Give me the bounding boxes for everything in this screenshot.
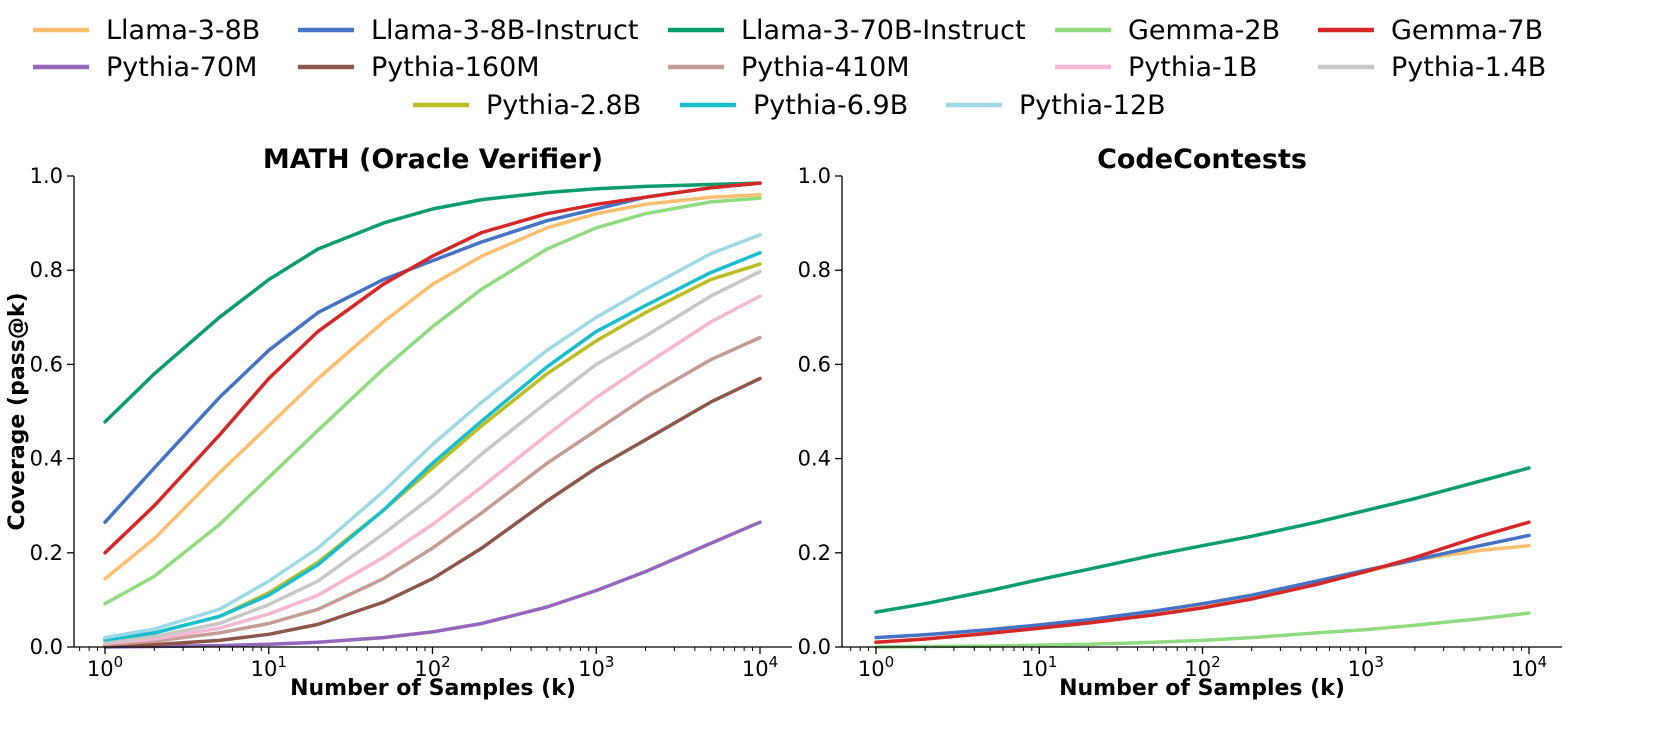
- legend-item-pythia-1-4b: Pythia-1.4B: [1318, 52, 1546, 83]
- legend-item-gemma-7b: Gemma-7B: [1318, 15, 1543, 46]
- y-tick-label: 0.4: [798, 447, 831, 471]
- legend-item-pythia-160m: Pythia-160M: [298, 52, 540, 83]
- y-tick-label: 0.6: [798, 352, 831, 376]
- legend-label: Gemma-2B: [1128, 15, 1280, 46]
- y-tick-label: 1.0: [30, 164, 63, 188]
- series-line-pythia-1-4b: [103, 269, 762, 645]
- legend-item-llama-3-8b: Llama-3-8B: [33, 15, 260, 46]
- series-line-pythia-12b: [103, 233, 762, 640]
- legend-item-pythia-1b: Pythia-1B: [1055, 52, 1257, 83]
- series-line-pythia-410m: [103, 335, 762, 647]
- series-line-pythia-160m: [103, 376, 762, 648]
- series-line-llama-3-8b-instruct: [874, 533, 1531, 640]
- series-line-gemma-2b: [103, 196, 762, 606]
- chart-title: CodeContests: [1097, 144, 1307, 175]
- x-tick-label: 103: [1348, 653, 1384, 681]
- legend: Llama-3-8B Llama-3-8B-Instruct Llama-3-70B…: [33, 15, 1546, 121]
- legend-label: Pythia-6.9B: [753, 90, 908, 121]
- x-tick-label: 104: [742, 653, 778, 681]
- series-line-gemma-7b: [874, 520, 1531, 645]
- legend-item-pythia-70m: Pythia-70M: [33, 52, 257, 83]
- series-lines: [103, 181, 762, 649]
- x-tick-label: 102: [414, 653, 450, 681]
- series-line-pythia-6-9b: [103, 251, 762, 642]
- legend-label: Pythia-160M: [371, 52, 540, 83]
- y-tick-label: 0.2: [30, 541, 63, 565]
- x-ticks: 100 101 102 103 104: [79, 647, 778, 681]
- x-tick-label: 100: [87, 653, 123, 681]
- legend-item-pythia-6-9b: Pythia-6.9B: [680, 90, 908, 121]
- y-tick-label: 0.0: [798, 635, 831, 659]
- y-axis-label: Coverage (pass@k): [5, 292, 30, 530]
- legend-item-pythia-12b: Pythia-12B: [946, 90, 1166, 121]
- x-tick-label: 101: [251, 653, 287, 681]
- legend-label: Llama-3-8B: [106, 15, 260, 46]
- legend-item-llama-3-70b-instruct: Llama-3-70B-Instruct: [668, 15, 1026, 46]
- x-tick-label: 104: [1511, 653, 1547, 681]
- chart-math-oracle-verifier: 0.0 0.2 0.4 0.6 0.8 1.0 100 101 102 103 104 MATH (O…: [5, 144, 792, 701]
- legend-label: Pythia-410M: [741, 52, 910, 83]
- x-ticks: 100 101 102 103 104: [850, 647, 1547, 681]
- legend-item-pythia-410m: Pythia-410M: [668, 52, 910, 83]
- legend-label: Pythia-12B: [1019, 90, 1166, 121]
- x-tick-label: 103: [578, 653, 614, 681]
- y-tick-label: 0.2: [798, 541, 831, 565]
- series-line-pythia-70m: [103, 520, 762, 649]
- legend-item-pythia-2-8b: Pythia-2.8B: [413, 90, 641, 121]
- y-ticks: 0.0 0.2 0.4 0.6 0.8 1.0: [798, 164, 842, 659]
- x-tick-label: 101: [1021, 653, 1057, 681]
- chart-title: MATH (Oracle Verifier): [263, 144, 603, 175]
- x-axis-label: Number of Samples (k): [1059, 676, 1345, 701]
- x-axis-label: Number of Samples (k): [290, 676, 576, 701]
- legend-label: Llama-3-70B-Instruct: [741, 15, 1026, 46]
- x-tick-label: 102: [1184, 653, 1220, 681]
- y-tick-label: 0.8: [30, 258, 63, 282]
- legend-label: Pythia-70M: [106, 52, 257, 83]
- y-tick-label: 0.4: [30, 447, 63, 471]
- legend-label: Pythia-1B: [1128, 52, 1257, 83]
- y-tick-label: 0.0: [30, 635, 63, 659]
- series-line-pythia-1b: [103, 294, 762, 645]
- y-tick-label: 0.8: [798, 258, 831, 282]
- series-line-gemma-7b: [103, 181, 762, 555]
- x-tick-label: 100: [858, 653, 894, 681]
- y-tick-label: 0.6: [30, 352, 63, 376]
- series-line-llama-3-8b: [103, 193, 762, 581]
- legend-label: Pythia-2.8B: [486, 90, 641, 121]
- chart-codecontests: 0.0 0.2 0.4 0.6 0.8 1.0 100 101 102 103 104 CodeCon…: [798, 144, 1562, 701]
- legend-label: Gemma-7B: [1391, 15, 1543, 46]
- series-lines: [874, 466, 1531, 649]
- legend-label: Pythia-1.4B: [1391, 52, 1546, 83]
- series-line-llama-3-70b-instruct: [103, 181, 762, 424]
- y-ticks: 0.0 0.2 0.4 0.6 0.8 1.0: [30, 164, 74, 659]
- legend-item-llama-3-8b-instruct: Llama-3-8B-Instruct: [298, 15, 638, 46]
- series-line-llama-3-70b-instruct: [874, 466, 1531, 614]
- legend-label: Llama-3-8B-Instruct: [371, 15, 638, 46]
- series-line-gemma-2b: [874, 611, 1531, 649]
- legend-item-gemma-2b: Gemma-2B: [1055, 15, 1280, 46]
- y-tick-label: 1.0: [798, 164, 831, 188]
